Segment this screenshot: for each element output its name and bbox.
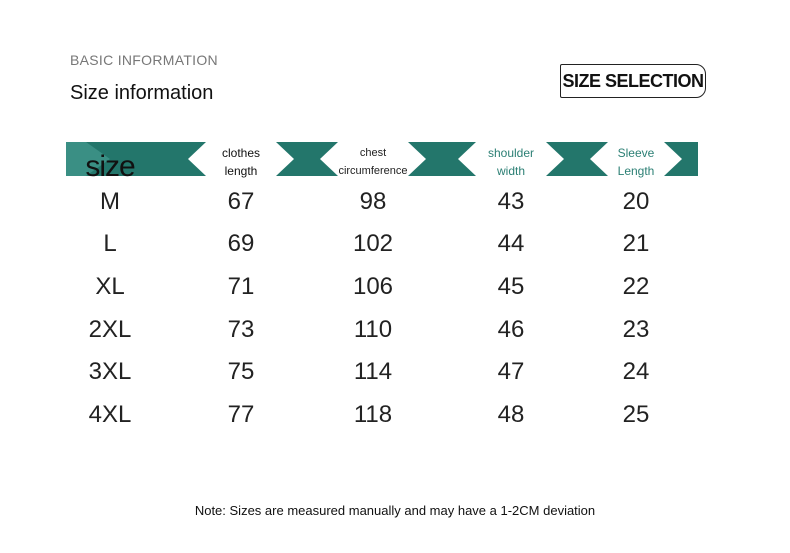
subtitle: BASIC INFORMATION: [70, 52, 218, 68]
table-cell: 48: [497, 401, 525, 428]
table-cell: 106: [352, 273, 394, 300]
badge: SIZE SELECTION: [560, 64, 706, 98]
column-header: clothes length: [221, 146, 261, 178]
cutout: [458, 142, 564, 176]
table-cell: 21: [622, 230, 650, 257]
column-header: shoulder width: [487, 146, 535, 178]
table-cell: 75: [227, 358, 255, 385]
table-cell: 25: [622, 401, 650, 428]
band-end: [66, 142, 110, 176]
table-cell: 3XL: [88, 358, 132, 385]
table-cell: 45: [497, 273, 525, 300]
table-cell: L: [103, 230, 117, 257]
table-cell: 73: [227, 316, 255, 343]
table-cell: 4XL: [88, 401, 132, 428]
table-cell: 44: [497, 230, 525, 257]
column-header: Sleeve Length: [617, 146, 655, 178]
table-cell: 110: [353, 316, 393, 343]
table-cell: 102: [352, 230, 394, 257]
cutout: [590, 142, 682, 176]
table-cell: 98: [359, 188, 387, 215]
note: Note: Sizes are measured manually and ma…: [194, 503, 596, 518]
table-cell: 118: [353, 401, 393, 428]
table-cell: XL: [95, 273, 125, 300]
table-cell: 43: [497, 188, 525, 215]
table-cell: 2XL: [88, 316, 132, 343]
cutout: [188, 142, 294, 176]
table-cell: 23: [622, 316, 650, 343]
table-cell: 77: [227, 401, 255, 428]
table-cell: 22: [622, 273, 650, 300]
table-cell: 46: [497, 316, 525, 343]
table-cell: 71: [227, 273, 255, 300]
table-cell: 47: [497, 358, 525, 385]
column-header: chest circumference: [338, 147, 408, 177]
table-cell: 69: [227, 230, 255, 257]
cutout: [320, 142, 426, 176]
table-cell: 24: [622, 358, 650, 385]
table-cell: 67: [227, 188, 255, 215]
column-header: size: [85, 150, 135, 183]
title: Size information: [70, 82, 214, 104]
table-cell: M: [100, 188, 120, 215]
table-cell: 20: [622, 188, 650, 215]
table-cell: 114: [353, 358, 393, 385]
